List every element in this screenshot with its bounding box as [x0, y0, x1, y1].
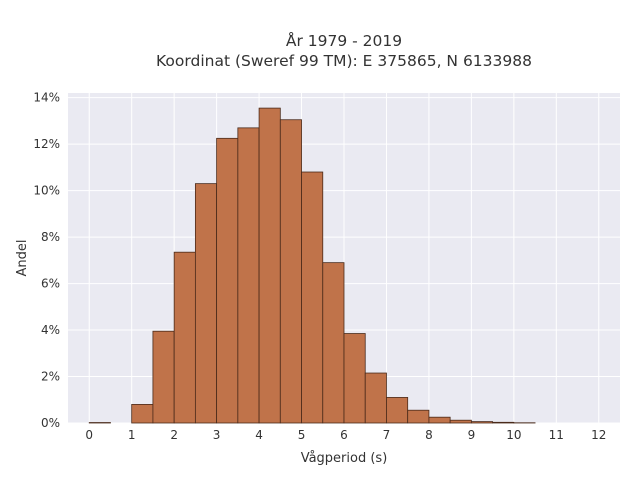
x-axis-label: Vågperiod (s) [301, 451, 388, 466]
x-tick-label: 3 [213, 428, 221, 442]
x-tick-label: 0 [85, 428, 93, 442]
histogram-bar [343, 333, 366, 424]
y-axis-label: Andel [15, 240, 30, 277]
histogram-bar [407, 409, 430, 424]
y-tick-label: 10% [33, 184, 60, 198]
histogram-bar [301, 171, 324, 424]
histogram-bar [173, 251, 196, 424]
x-tick-label: 4 [255, 428, 263, 442]
y-tick-label: 0% [41, 416, 60, 430]
histogram-bar [279, 119, 302, 424]
histogram-bar [237, 127, 260, 424]
histogram-bar [492, 421, 515, 424]
x-tick-label: 10 [506, 428, 521, 442]
histogram-bar [194, 183, 218, 424]
histogram-bar [131, 404, 154, 424]
histogram-bar [386, 397, 409, 424]
chart-title-line-1: År 1979 - 2019 [286, 31, 402, 50]
y-tick-label: 8% [41, 230, 60, 244]
x-tick-label: 5 [298, 428, 306, 442]
histogram-bar [470, 421, 494, 424]
histogram-bar [449, 419, 472, 424]
x-tick-label: 12 [591, 428, 606, 442]
histogram-bar [152, 330, 175, 424]
x-tick-label: 7 [383, 428, 391, 442]
y-tick-label: 6% [41, 277, 60, 291]
x-tick-label: 6 [340, 428, 348, 442]
y-tick-label: 14% [33, 91, 60, 105]
y-tick-label: 2% [41, 370, 60, 384]
x-tick-labels: 0 1 2 3 4 5 6 7 8 9 10 11 12 [85, 428, 606, 442]
histogram-bar [258, 107, 281, 424]
y-tick-label: 12% [33, 137, 60, 151]
x-tick-label: 1 [128, 428, 136, 442]
histogram-bar [322, 262, 345, 424]
x-tick-label: 11 [549, 428, 564, 442]
histogram-bar [428, 416, 451, 424]
x-tick-label: 2 [170, 428, 178, 442]
y-tick-labels: 0% 2% 4% 6% 8% 10% 12% 14% [33, 91, 60, 430]
y-tick-label: 4% [41, 323, 60, 337]
bars [88, 107, 536, 424]
histogram-bar [216, 137, 239, 424]
chart-title-line-2: Koordinat (Sweref 99 TM): E 375865, N 61… [156, 52, 532, 70]
histogram-bar [364, 372, 387, 424]
x-tick-label: 9 [468, 428, 476, 442]
x-tick-label: 8 [425, 428, 433, 442]
